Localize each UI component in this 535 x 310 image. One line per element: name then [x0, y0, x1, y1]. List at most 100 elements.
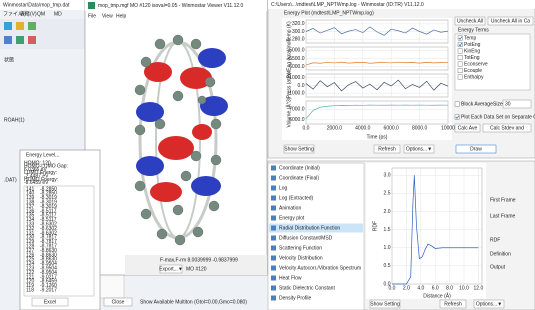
term-name[interactable]: PotEng: [464, 42, 481, 48]
viewer-menu-item[interactable]: Help: [116, 13, 127, 19]
item-icon: [271, 266, 276, 271]
item-icon: [271, 246, 276, 251]
analysis-item[interactable]: Coordinate (Initial): [279, 165, 320, 171]
options-button[interactable]: Options...▼: [406, 146, 432, 152]
window-title: C:\Users\...\mdtest\LMP_NPTWmp.log - Win…: [271, 2, 424, 8]
uncheck-all-button[interactable]: Uncheck All: [457, 18, 483, 24]
term-name[interactable]: Enthalpy: [464, 74, 484, 80]
calc-stdev-button[interactable]: Calc Stdev and: [490, 125, 524, 131]
close-button[interactable]: Close: [112, 299, 125, 305]
analysis-item[interactable]: Coordinate (Final): [279, 175, 319, 181]
analysis-item[interactable]: Log: [279, 185, 288, 191]
analysis-item[interactable]: Energy plot: [279, 215, 305, 221]
show-setting-button[interactable]: Show Setting: [284, 146, 314, 152]
analysis-item[interactable]: Diffusion Constant/MSD: [279, 235, 333, 241]
item-icon: [271, 186, 276, 191]
item-icon: [271, 226, 276, 231]
tool-icon[interactable]: [16, 22, 24, 30]
side-label: Definition: [490, 251, 511, 257]
uncheck-all-in-button[interactable]: Uncheck All in Ca: [491, 18, 530, 24]
analysis-item[interactable]: Velocity Autocorr./Vibration Spectrum: [279, 265, 361, 271]
y-tick-label: 300.0: [292, 29, 305, 35]
tool-icon[interactable]: [4, 22, 12, 30]
analysis-item[interactable]: Log (Extracted): [279, 195, 314, 201]
tool-icon[interactable]: [16, 36, 24, 44]
x-tick-label: 0.0: [389, 285, 396, 291]
level-energy: -9.2017: [40, 288, 57, 294]
y-axis-label: Volume (Å^3): [285, 97, 292, 127]
side-label: RDF: [490, 237, 500, 243]
tool-icon[interactable]: [4, 36, 12, 44]
x-tick-label: 2000.0: [327, 125, 343, 131]
app-icon: [88, 2, 95, 9]
term-checkbox[interactable]: [458, 62, 462, 66]
viewer-menu-item[interactable]: View: [102, 13, 113, 19]
draw-button[interactable]: Draw: [470, 146, 482, 152]
x-axis-label: Time (ps): [367, 134, 388, 140]
term-checkbox[interactable]: [458, 49, 462, 53]
screenshot: Winmostar\Data\mop_tmp.datファイル(F)表示(V)QM…: [0, 0, 535, 310]
menu-item[interactable]: QM: [37, 11, 45, 17]
term-checkbox[interactable]: [458, 75, 462, 79]
analysis-button[interactable]: Options...▼: [476, 301, 502, 307]
analysis-button[interactable]: Refresh: [444, 301, 462, 307]
mo-label: MO #120: [186, 266, 207, 272]
x-tick-label: 4.0: [417, 285, 424, 291]
analysis-item[interactable]: Density Profile: [279, 295, 311, 301]
atom: [209, 201, 219, 211]
x-tick-label: 4000.0: [355, 125, 371, 131]
analysis-item[interactable]: Velocity Distribution: [279, 255, 323, 261]
item-icon: [271, 296, 276, 301]
term-name[interactable]: Ecouple: [464, 68, 482, 74]
atom: [155, 39, 165, 49]
atom: [135, 181, 145, 191]
y-axis-label: RDF: [372, 221, 378, 231]
atom: [173, 35, 183, 45]
multiton-status: Show Available Multiton (Gtol=0.00,Gmo=0…: [140, 299, 247, 305]
side-item: 状態: [4, 56, 14, 63]
x-tick-label: 0.0: [303, 125, 310, 131]
export-button[interactable]: Export...▼: [159, 266, 183, 272]
orbital-lobe-positive: [158, 136, 194, 160]
orbital-lobe-negative: [136, 156, 164, 176]
analysis-item[interactable]: Static Dielectric Constant: [279, 285, 335, 291]
item-icon: [271, 176, 276, 181]
orbital-lobe-negative: [191, 176, 221, 196]
side-item: .DAT): [4, 177, 17, 183]
atom: [155, 119, 165, 129]
tool-icon[interactable]: [28, 22, 36, 30]
term-checkbox[interactable]: [458, 68, 462, 72]
atom: [211, 155, 221, 165]
term-name[interactable]: TotEng: [464, 55, 480, 61]
term-name[interactable]: Econserve: [464, 61, 488, 67]
excel-button[interactable]: Excel: [44, 299, 56, 305]
main-title: Winmostar\Data\mop_tmp.dat: [3, 2, 70, 8]
analysis-button[interactable]: Show Setting: [370, 301, 400, 307]
plot-frame: [306, 101, 448, 124]
calc-ave-button[interactable]: Calc Ave: [458, 125, 478, 131]
y-axis-label: Temp (K): [286, 21, 292, 42]
atom: [141, 209, 151, 219]
side-label: First Frame: [490, 197, 516, 203]
x-tick-label: 10000: [441, 125, 455, 131]
level-index: 118: [26, 288, 34, 294]
menu-item[interactable]: 表示(V): [20, 10, 37, 17]
term-name[interactable]: Temp: [464, 35, 476, 41]
analysis-item[interactable]: Radial Distribution Function: [279, 225, 340, 231]
refresh-button[interactable]: Refresh: [378, 146, 396, 152]
viewer-status: F-max,F-rm 8.0039999 -0.9837999: [160, 257, 238, 263]
y-tick-label: 280.0: [292, 36, 305, 42]
atom: [175, 235, 185, 245]
analysis-item[interactable]: Animation: [279, 205, 301, 211]
term-name[interactable]: KinEng: [464, 48, 480, 54]
analysis-item[interactable]: Scattering Function: [279, 245, 322, 251]
atom: [211, 119, 221, 129]
viewer-menu-item[interactable]: File: [88, 13, 96, 19]
tool-icon[interactable]: [28, 36, 36, 44]
term-checkbox[interactable]: [458, 55, 462, 59]
menu-item[interactable]: MD: [54, 11, 62, 17]
atom: [193, 227, 203, 237]
block-average-checkbox[interactable]: [455, 102, 459, 106]
analysis-item[interactable]: Heat Flow: [279, 275, 302, 281]
atom: [181, 171, 191, 181]
